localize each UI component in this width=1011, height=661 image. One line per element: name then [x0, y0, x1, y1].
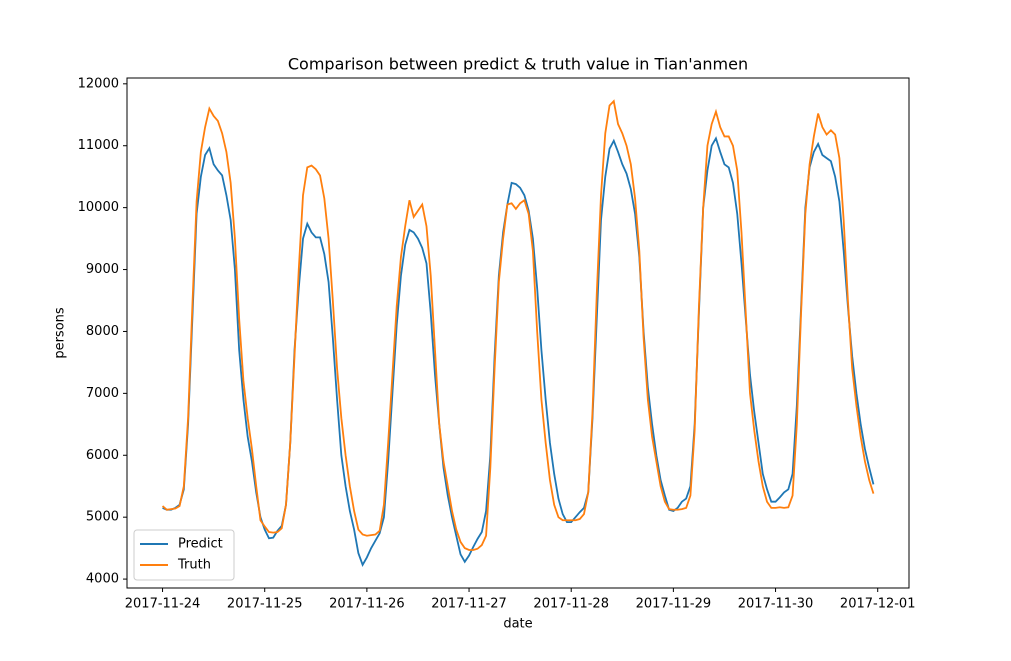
y-tick-label: 10000 — [78, 200, 119, 215]
y-tick-label: 4000 — [86, 572, 119, 587]
x-axis-label: date — [503, 617, 532, 632]
legend-box — [133, 529, 235, 581]
x-tick-label: 2017-11-30 — [738, 597, 814, 612]
y-tick-label: 6000 — [86, 448, 119, 463]
y-tick-label: 12000 — [78, 76, 119, 91]
series-line — [161, 99, 875, 551]
y-tick-label: 11000 — [78, 138, 119, 153]
series-line — [162, 136, 875, 567]
y-tick-label: 5000 — [86, 510, 119, 525]
legend-label: Truth — [177, 558, 211, 573]
chart-title: Comparison between predict & truth value… — [288, 55, 748, 74]
y-tick-label: 7000 — [86, 386, 119, 401]
y-tick-label: 8000 — [86, 324, 119, 339]
x-tick-label: 2017-11-25 — [227, 597, 303, 612]
x-tick-label: 2017-11-26 — [329, 597, 405, 612]
y-tick-label: 9000 — [86, 262, 119, 277]
x-tick-label: 2017-11-28 — [533, 597, 609, 612]
y-axis-label: persons — [53, 307, 68, 359]
legend: Predict Truth — [133, 529, 235, 581]
x-tick-label: 2017-11-24 — [125, 597, 201, 612]
plot-frame — [126, 77, 910, 589]
x-tick-label: 2017-11-29 — [636, 597, 712, 612]
x-tick-label: 2017-12-01 — [840, 597, 916, 612]
legend-label: Predict — [178, 537, 223, 552]
x-tick-label: 2017-11-27 — [431, 597, 507, 612]
